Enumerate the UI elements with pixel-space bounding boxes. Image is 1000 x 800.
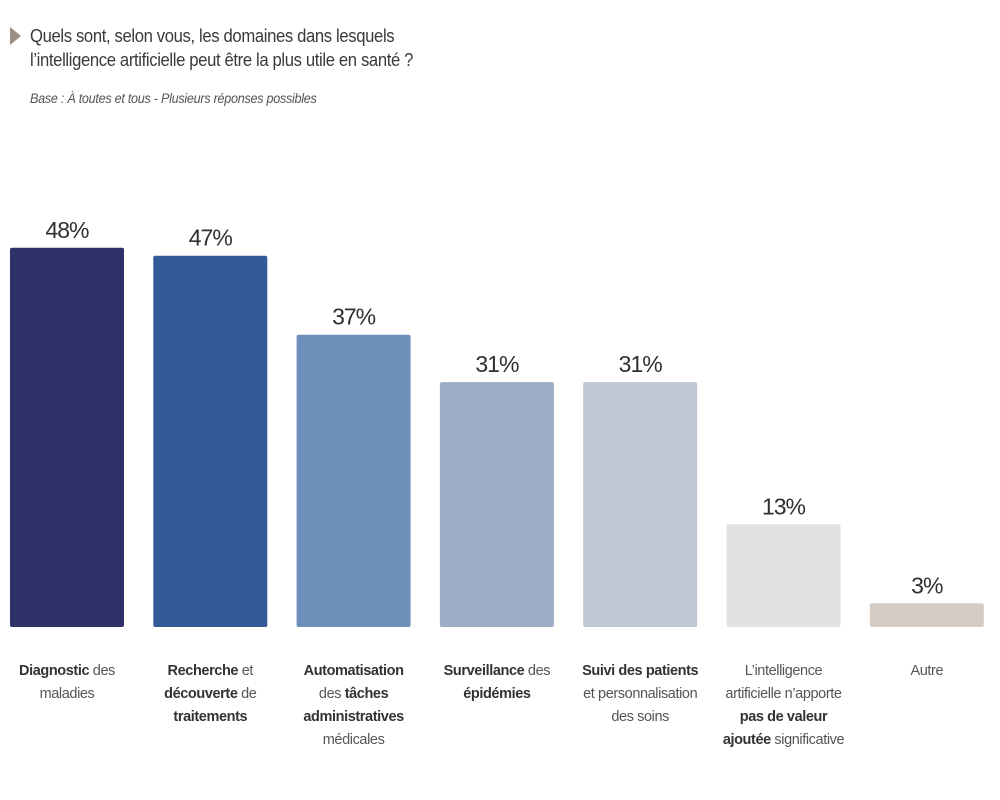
category-label-line: L’intelligence bbox=[709, 660, 859, 683]
value-label: 48% bbox=[45, 217, 89, 243]
category-label-line: administratives bbox=[279, 706, 429, 729]
category-label: Suivi des patients et personnalisation des… bbox=[565, 660, 715, 729]
category-label-line: Surveillance des bbox=[422, 660, 572, 683]
category-label-text: des bbox=[524, 663, 551, 679]
category-label-line: épidémies bbox=[422, 683, 572, 706]
category-label-text: découverte bbox=[164, 686, 238, 702]
category-label-line: maladies bbox=[0, 683, 142, 706]
category-label-line: médicales bbox=[279, 729, 429, 752]
category-label-text: médicales bbox=[322, 732, 385, 748]
bar-5 bbox=[583, 382, 698, 627]
category-label-text: administratives bbox=[303, 709, 404, 725]
category-label-line: Autre bbox=[852, 660, 1000, 683]
category-label-text: des bbox=[89, 663, 116, 679]
category-label-text: des bbox=[318, 686, 345, 702]
category-label-text: artificielle n’apporte bbox=[725, 686, 842, 702]
value-label: 31% bbox=[475, 351, 519, 377]
triangle-right-icon bbox=[10, 27, 21, 45]
bar-3 bbox=[296, 334, 411, 627]
category-label-line: Automatisation bbox=[279, 660, 429, 683]
category-label-text: des soins bbox=[611, 709, 670, 725]
category-label-text: Recherche bbox=[167, 663, 239, 679]
value-label: 37% bbox=[332, 304, 376, 330]
category-label-line: des soins bbox=[565, 706, 715, 729]
chart-title: Quels sont, selon vous, les domaines dan… bbox=[30, 24, 444, 72]
category-label-text: significative bbox=[770, 732, 845, 748]
category-label-text: L’intelligence bbox=[744, 663, 823, 679]
category-label: Diagnostic des maladies bbox=[0, 660, 142, 706]
value-label: 13% bbox=[762, 493, 806, 519]
category-label-text: ajoutée bbox=[722, 732, 771, 748]
category-label-line: ajoutée significative bbox=[709, 729, 859, 752]
category-label-line: Suivi des patients bbox=[565, 660, 715, 683]
chart-title-line-1: Quels sont, selon vous, les domaines dan… bbox=[30, 25, 395, 46]
category-label: Automatisation des tâches administratives m… bbox=[279, 660, 429, 752]
category-label-line: Diagnostic des bbox=[0, 660, 142, 683]
category-label-text: de bbox=[237, 686, 257, 702]
category-label-text: Suivi des patients bbox=[582, 663, 699, 679]
bar-2 bbox=[153, 255, 268, 627]
category-label-text: traitements bbox=[173, 709, 248, 725]
bar-4 bbox=[439, 382, 554, 627]
category-label: Surveillance des épidémies bbox=[422, 660, 572, 706]
category-label-text: maladies bbox=[39, 686, 95, 702]
category-label-text: et personnalisation bbox=[583, 686, 698, 702]
category-label-line: des tâches bbox=[279, 683, 429, 706]
category-label-text: et bbox=[238, 663, 254, 679]
category-label-line: artificielle n’apporte bbox=[709, 683, 859, 706]
category-label-text: Diagnostic bbox=[19, 663, 90, 679]
value-label: 3% bbox=[911, 572, 943, 598]
bar-7 bbox=[869, 603, 984, 627]
chart-title-line-2: l’intelligence artificielle peut être la… bbox=[30, 49, 414, 70]
category-label-text: épidémies bbox=[463, 686, 531, 702]
category-label: L’intelligence artificielle n’apporte pas … bbox=[709, 660, 859, 752]
bar-1 bbox=[10, 247, 124, 628]
bar-6 bbox=[726, 524, 841, 627]
category-label-line: et personnalisation bbox=[565, 683, 715, 706]
value-label: 31% bbox=[619, 351, 663, 377]
category-label-text: Autre bbox=[910, 663, 944, 679]
category-label-line: découverte de bbox=[135, 683, 285, 706]
category-label-line: traitements bbox=[135, 706, 285, 729]
category-label-line: Recherche et bbox=[135, 660, 285, 683]
category-label-text: tâches bbox=[344, 686, 389, 702]
category-label-text: pas de valeur bbox=[739, 709, 828, 725]
category-label-text: Automatisation bbox=[303, 663, 404, 679]
category-label: Recherche et découverte de traitements bbox=[135, 660, 285, 729]
category-label-line: pas de valeur bbox=[709, 706, 859, 729]
chart-subtitle: Base : À toutes et tous - Plusieurs répo… bbox=[30, 90, 317, 106]
value-label: 47% bbox=[189, 225, 233, 251]
category-label: Autre bbox=[852, 660, 1000, 683]
category-label-text: Surveillance bbox=[443, 663, 525, 679]
